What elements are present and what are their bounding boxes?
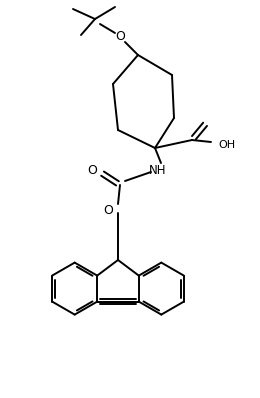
Text: O: O	[115, 31, 125, 43]
Text: O: O	[87, 164, 97, 178]
Text: OH: OH	[218, 140, 235, 150]
Text: NH: NH	[149, 164, 167, 176]
Text: O: O	[103, 203, 113, 217]
